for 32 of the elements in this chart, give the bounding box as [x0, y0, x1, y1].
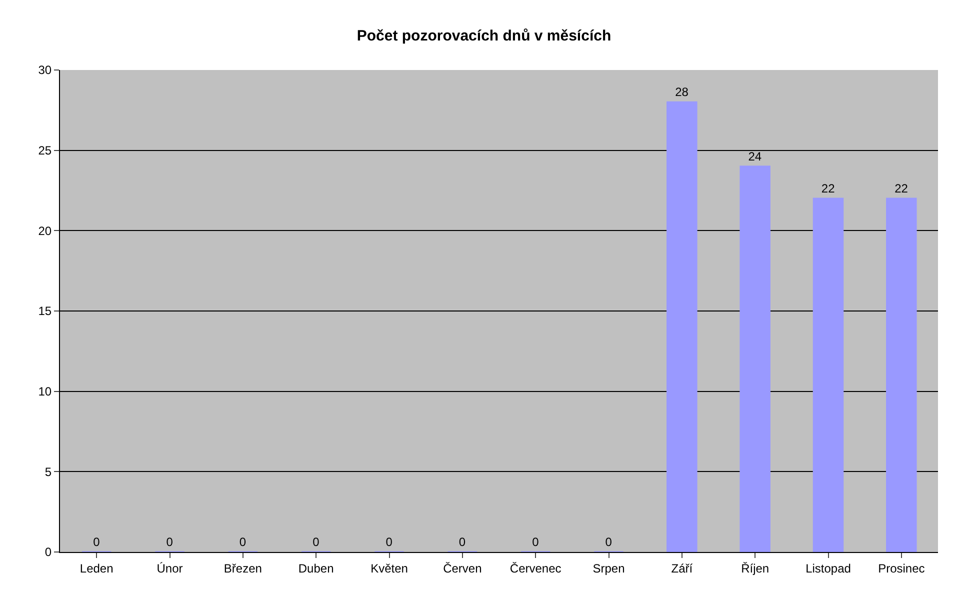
x-tick-label: Březen [224, 561, 262, 576]
x-tick-label: Červenec [510, 561, 562, 576]
x-tick-label: Únor [156, 561, 183, 576]
data-label: 0 [605, 535, 612, 549]
x-tick-label: Září [671, 561, 694, 576]
y-tick-label: 10 [38, 384, 52, 399]
x-tick-label: Červen [443, 561, 482, 576]
y-tick-label: 15 [38, 304, 52, 318]
data-label: 0 [166, 535, 174, 549]
x-tick-label: Prosinec [878, 561, 925, 576]
data-label: 0 [93, 535, 100, 549]
data-label: 24 [748, 149, 762, 164]
y-tick-label: 30 [38, 63, 52, 78]
x-tick-label: Listopad [806, 561, 851, 576]
data-label: 0 [239, 535, 246, 549]
chart-title: Počet pozorovacích dnů v měsících [356, 28, 612, 45]
x-tick-label: Květen [370, 561, 408, 576]
x-tick-label: Srpen [592, 561, 625, 576]
data-label: 22 [894, 182, 908, 196]
y-tick-label: 5 [44, 464, 52, 479]
y-tick-label: 20 [38, 224, 52, 238]
data-label: 0 [312, 535, 320, 549]
y-tick-label: 25 [38, 144, 52, 158]
x-tick-label: Říjen [741, 561, 770, 576]
data-label: 0 [532, 535, 540, 549]
x-tick-label: Duben [298, 561, 334, 576]
data-label: 28 [675, 85, 689, 100]
data-label: 0 [458, 535, 466, 549]
data-label: 0 [386, 535, 393, 549]
y-tick-label: 0 [44, 545, 52, 560]
data-label: 22 [821, 182, 836, 196]
x-tick-label: Leden [80, 561, 114, 576]
